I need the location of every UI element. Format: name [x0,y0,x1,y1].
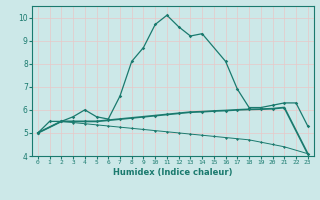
X-axis label: Humidex (Indice chaleur): Humidex (Indice chaleur) [113,168,233,177]
